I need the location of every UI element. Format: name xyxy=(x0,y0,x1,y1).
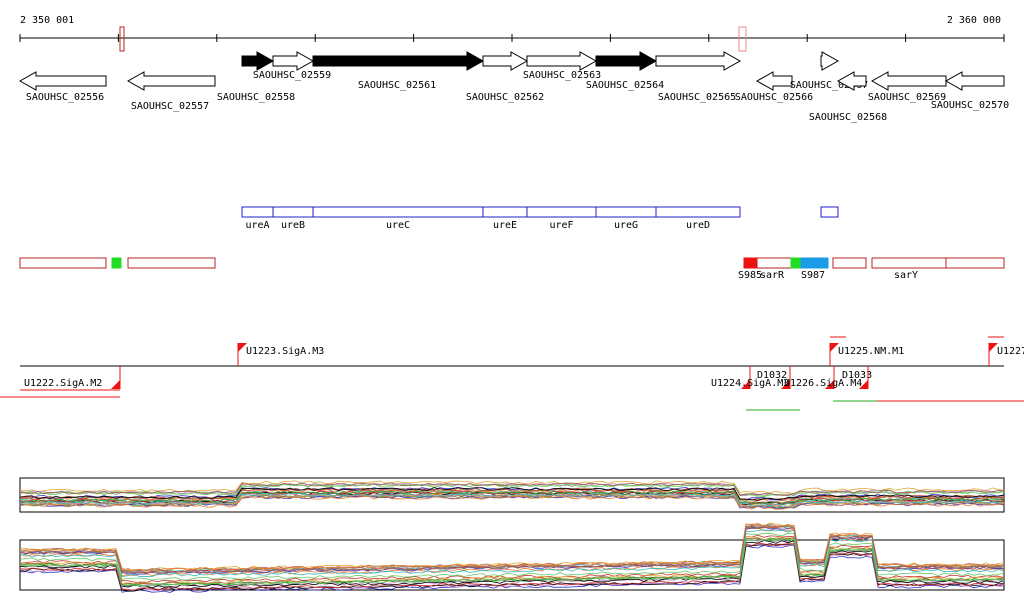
expression-trace xyxy=(19,532,1005,581)
ruler-marker xyxy=(119,26,125,52)
promoter-flag xyxy=(238,343,247,352)
gene-arrow xyxy=(526,51,598,71)
feature-label: S985 xyxy=(738,270,762,281)
gene-label: SAOUHSC_02565 xyxy=(658,92,736,103)
operon-box xyxy=(272,206,314,218)
feature-box xyxy=(127,257,216,269)
gene-arrow xyxy=(655,51,742,71)
operon-label: ureD xyxy=(686,220,710,231)
promoter-flag xyxy=(989,343,998,352)
gene-label: SAOUHSC_02561 xyxy=(358,80,436,91)
operon-box xyxy=(482,206,528,218)
expression-trace xyxy=(19,487,1005,501)
gene-label: SAOUHSC_02562 xyxy=(466,92,544,103)
promoter-flag xyxy=(825,380,834,389)
promoter-label: U1227 xyxy=(997,346,1024,357)
operon-box xyxy=(312,206,484,218)
expression-trace xyxy=(19,490,1005,505)
gene-label: SAOUHSC_02556 xyxy=(26,92,104,103)
ruler-end: 2 360 000 xyxy=(947,15,1001,26)
promoter-flag xyxy=(741,380,750,389)
promoter-flag xyxy=(781,380,790,389)
gene-arrow xyxy=(272,51,315,71)
gene-label: SAOUHSC_02559 xyxy=(253,70,331,81)
promoter-label: U1226.SigA.M4 xyxy=(784,378,862,389)
feature-box xyxy=(19,257,107,269)
promoter-label: D1033 xyxy=(842,370,872,381)
promoter-label: U1225.NM.M1 xyxy=(838,346,904,357)
operon-label: ureA xyxy=(245,220,269,231)
operon-label: ureE xyxy=(493,220,517,231)
gene-arrow xyxy=(755,71,793,91)
expression-trace xyxy=(19,538,1005,587)
gene-arrow xyxy=(944,71,1005,91)
gene-label: SAOUHSC_02568 xyxy=(809,112,887,123)
gene-arrow xyxy=(312,51,485,71)
gene-arrow xyxy=(820,51,840,71)
expression-trace xyxy=(19,493,1005,508)
gene-arrow xyxy=(241,51,275,71)
promoter-label: U1224.SigA.M3 xyxy=(711,378,789,389)
operon-label: ureB xyxy=(281,220,305,231)
gene-label: SAOUHSC_02567 xyxy=(790,80,868,91)
expression-trace xyxy=(19,482,1005,496)
feature-label: S987 xyxy=(801,270,825,281)
operon-label: ureG xyxy=(614,220,638,231)
gene-arrow xyxy=(18,71,107,91)
feature-box xyxy=(743,257,758,269)
promoter-label: U1222.SigA.M2 xyxy=(24,378,102,389)
feature-box xyxy=(111,257,122,269)
promoter-flag xyxy=(859,380,868,389)
expression-trace xyxy=(19,534,1005,584)
gene-label: SAOUHSC_02566 xyxy=(735,92,813,103)
gene-arrow xyxy=(126,71,216,91)
gene-label: SAOUHSC_02558 xyxy=(217,92,295,103)
operon-box xyxy=(241,206,274,218)
feature-box xyxy=(832,257,867,269)
operon-label: ureF xyxy=(549,220,573,231)
operon-box xyxy=(820,206,839,218)
gene-arrow xyxy=(836,71,867,91)
gene-label: SAOUHSC_02569 xyxy=(868,92,946,103)
promoter-label: D1032 xyxy=(757,370,787,381)
expression-trace xyxy=(19,542,1005,591)
expression-trace xyxy=(19,536,1005,585)
expression-trace xyxy=(19,537,1005,586)
feature-box xyxy=(871,257,947,269)
operon-box xyxy=(526,206,597,218)
gene-arrow xyxy=(870,71,947,91)
expression-trace xyxy=(19,483,1005,497)
expression-trace xyxy=(19,495,1005,510)
ruler-start: 2 350 001 xyxy=(20,15,74,26)
gene-label: SAOUHSC_02563 xyxy=(523,70,601,81)
gene-arrow xyxy=(595,51,658,71)
feature-box xyxy=(945,257,1005,269)
promoter-label: U1223.SigA.M3 xyxy=(246,346,324,357)
ruler-marker xyxy=(738,26,747,52)
operon-box xyxy=(655,206,741,218)
expression-trace xyxy=(19,523,1005,572)
expression-trace xyxy=(19,490,1005,504)
expression-trace xyxy=(19,522,1005,571)
operon-label: ureC xyxy=(386,220,410,231)
gene-label: SAOUHSC_02564 xyxy=(586,80,664,91)
feature-box xyxy=(800,257,829,269)
feature-box xyxy=(756,257,793,269)
expression-trace xyxy=(19,525,1005,572)
expression-trace xyxy=(19,525,1005,574)
expression-trace xyxy=(19,538,1005,587)
feature-box xyxy=(790,257,802,269)
gene-arrow xyxy=(482,51,529,71)
feature-label: sarR xyxy=(760,270,785,281)
gene-label: SAOUHSC_02570 xyxy=(931,100,1009,111)
gene-label: SAOUHSC_02557 xyxy=(131,101,209,112)
promoter-flag xyxy=(830,343,839,352)
promoter-flag xyxy=(111,380,120,389)
expression-trace xyxy=(19,529,1005,578)
expression-trace xyxy=(19,523,1005,572)
feature-label: sarY xyxy=(894,270,918,281)
operon-box xyxy=(595,206,657,218)
